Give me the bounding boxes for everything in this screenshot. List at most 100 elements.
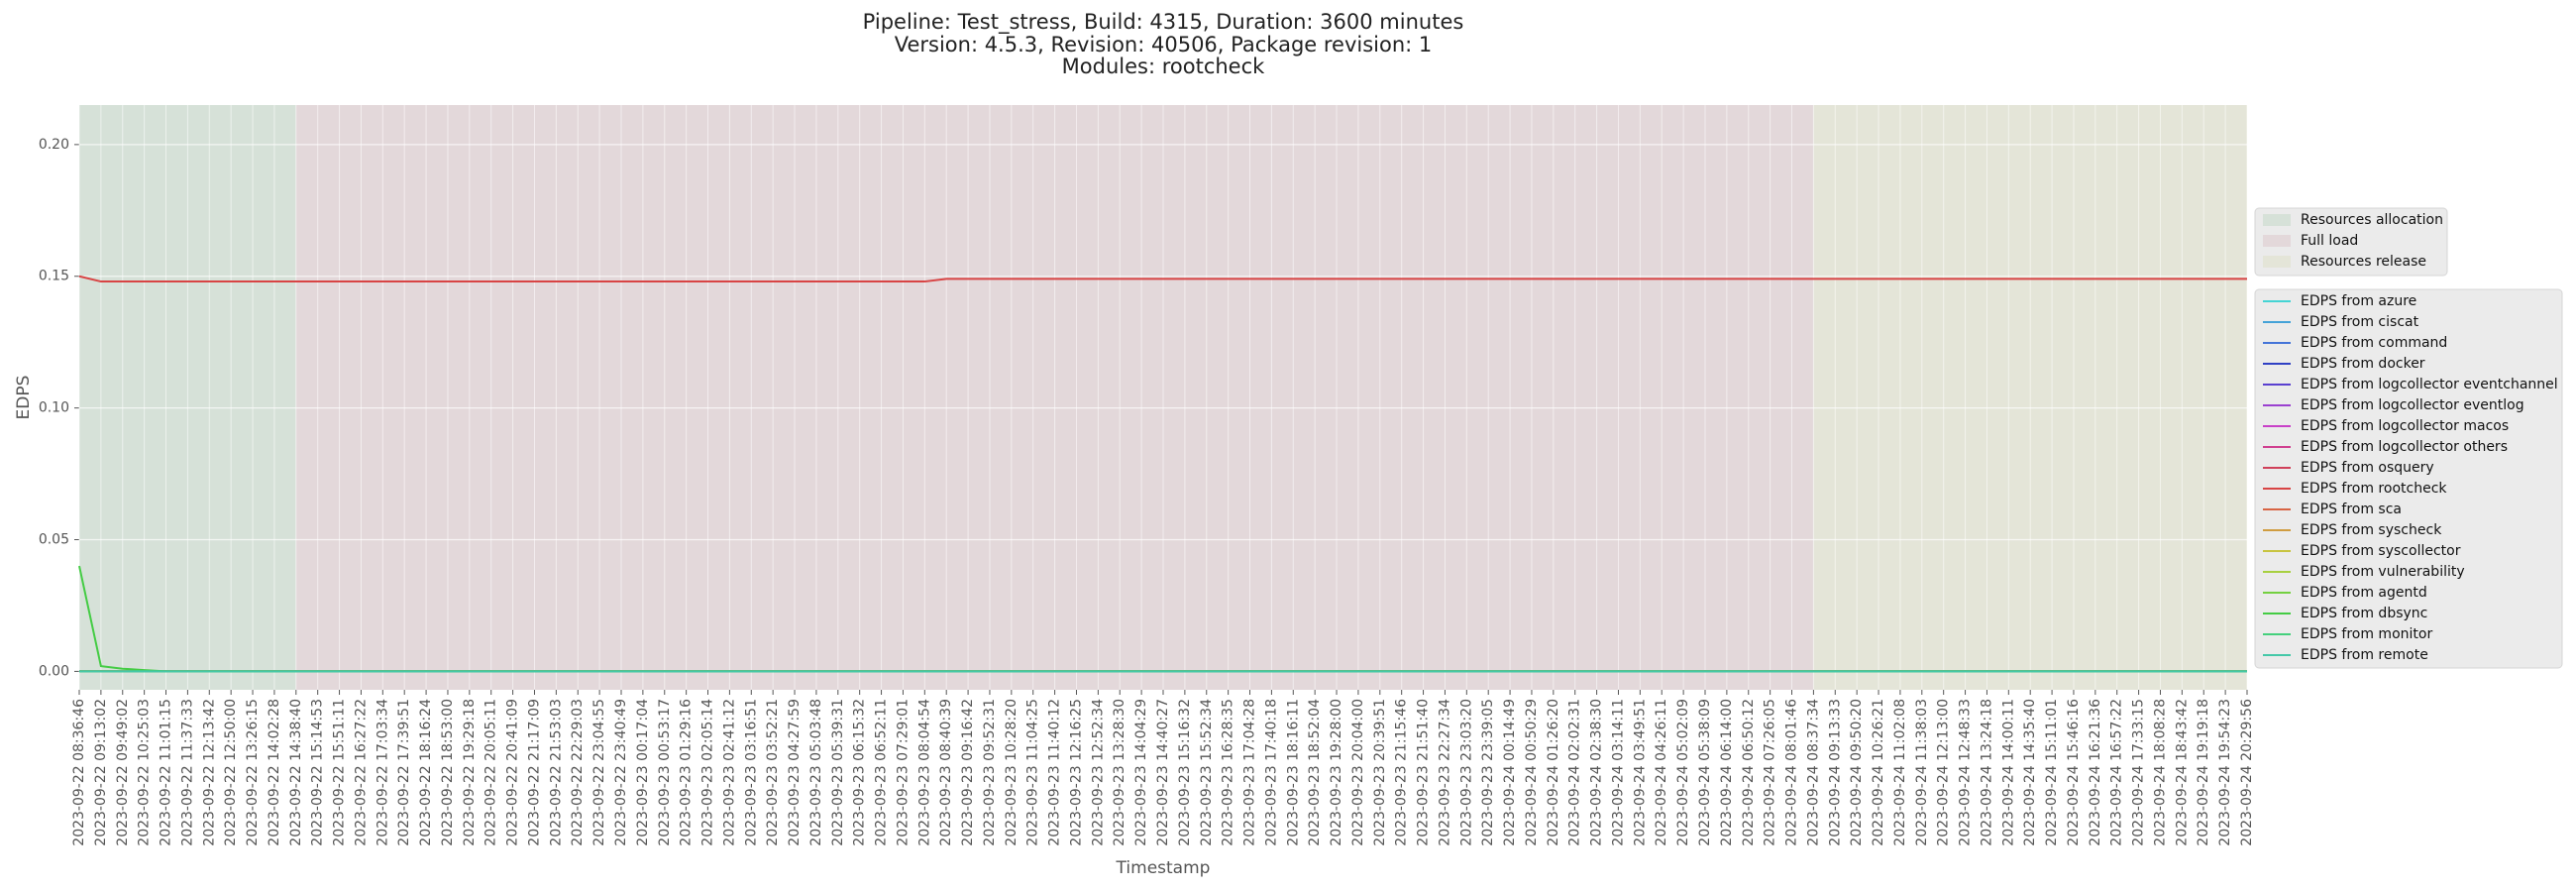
y-tick-label: 0.20 [39,137,69,153]
x-tick-label: 2023-09-23 17:04:28 [1242,699,1258,846]
legend-label: EDPS from rootcheck [2301,481,2447,497]
x-tick-label: 2023-09-24 05:38:09 [1697,699,1713,846]
x-tick-label: 2023-09-24 08:01:46 [1784,699,1800,846]
x-tick-label: 2023-09-23 03:52:21 [765,699,781,846]
x-tick-label: 2023-09-23 18:16:11 [1285,699,1301,846]
chart-title: Version: 4.5.3, Revision: 40506, Package… [895,33,1433,56]
x-tick-label: 2023-09-23 08:04:54 [916,699,932,846]
y-tick-label: 0.00 [39,663,69,679]
x-tick-label: 2023-09-24 15:46:16 [2066,699,2082,846]
x-tick-label: 2023-09-24 19:54:23 [2217,699,2233,846]
y-tick-label: 0.15 [39,269,69,284]
x-tick-label: 2023-09-22 13:26:15 [245,699,261,846]
x-tick-label: 2023-09-23 14:40:27 [1155,699,1171,846]
x-tick-label: 2023-09-24 09:50:20 [1849,699,1865,846]
chart-title: Pipeline: Test_stress, Build: 4315, Dura… [863,10,1464,35]
legend-label: EDPS from syscheck [2301,522,2442,538]
y-tick-label: 0.05 [39,532,69,548]
legend-label: EDPS from vulnerability [2301,564,2465,580]
x-tick-label: 2023-09-23 17:40:18 [1263,699,1279,846]
x-tick-label: 2023-09-24 06:14:00 [1719,699,1735,846]
x-tick-label: 2023-09-24 10:26:21 [1871,699,1886,846]
x-tick-label: 2023-09-23 22:27:34 [1437,699,1452,846]
x-tick-label: 2023-09-23 15:16:32 [1177,699,1193,846]
x-tick-label: 2023-09-24 18:08:28 [2152,699,2168,846]
y-tick-label: 0.10 [39,400,69,416]
x-tick-label: 2023-09-24 04:26:11 [1654,699,1669,846]
x-tick-label: 2023-09-22 18:53:00 [440,699,456,846]
x-tick-label: 2023-09-22 15:14:53 [310,699,326,846]
x-tick-label: 2023-09-22 10:25:03 [137,699,153,846]
x-tick-label: 2023-09-23 19:28:00 [1329,699,1344,846]
legend-box [2254,288,2563,669]
x-tick-label: 2023-09-23 14:04:29 [1133,699,1149,846]
x-tick-label: 2023-09-24 09:13:33 [1827,699,1843,846]
legend-swatch [2263,256,2291,268]
x-tick-label: 2023-09-23 01:29:16 [679,699,695,846]
x-axis-label: Timestamp [1116,858,1211,878]
x-tick-label: 2023-09-23 10:28:20 [1004,699,1020,846]
x-tick-label: 2023-09-22 23:40:49 [613,699,629,846]
x-tick-label: 2023-09-23 12:16:25 [1068,699,1084,846]
legend-label: EDPS from agentd [2301,585,2427,601]
x-tick-label: 2023-09-24 03:49:51 [1632,699,1648,846]
legend-label: Full load [2301,233,2358,249]
x-tick-label: 2023-09-24 11:02:08 [1892,699,1908,846]
x-tick-label: 2023-09-24 20:29:56 [2239,699,2255,846]
x-tick-label: 2023-09-22 23:04:55 [591,699,607,846]
x-tick-label: 2023-09-23 00:17:04 [635,699,651,846]
legend-label: EDPS from sca [2301,502,2402,517]
x-tick-label: 2023-09-23 03:16:51 [743,699,759,846]
x-tick-label: 2023-09-23 20:04:00 [1350,699,1366,846]
x-tick-label: 2023-09-23 04:27:59 [787,699,803,846]
x-tick-label: 2023-09-23 12:52:34 [1090,699,1106,846]
x-tick-label: 2023-09-23 21:15:46 [1394,699,1410,846]
x-tick-label: 2023-09-24 03:14:11 [1610,699,1626,846]
x-tick-label: 2023-09-22 17:39:51 [396,699,412,846]
x-tick-label: 2023-09-22 16:27:22 [353,699,369,846]
legend-label: EDPS from logcollector eventchannel [2301,377,2558,392]
x-tick-label: 2023-09-23 16:28:35 [1221,699,1236,846]
x-tick-label: 2023-09-22 11:01:15 [159,699,174,846]
legend-label: EDPS from syscollector [2301,543,2461,559]
x-tick-label: 2023-09-23 15:52:34 [1199,699,1215,846]
x-tick-label: 2023-09-23 05:39:31 [830,699,846,846]
x-tick-label: 2023-09-24 15:11:01 [2044,699,2060,846]
x-tick-label: 2023-09-23 02:41:12 [721,699,737,846]
legend-label: EDPS from azure [2301,293,2416,309]
x-tick-label: 2023-09-22 20:41:09 [505,699,521,846]
x-tick-label: 2023-09-22 21:53:03 [548,699,564,846]
legend-label: EDPS from docker [2301,356,2425,372]
series-line [78,275,2247,283]
x-tick-label: 2023-09-22 11:37:33 [179,699,195,846]
x-tick-label: 2023-09-24 05:02:09 [1675,699,1691,846]
x-tick-label: 2023-09-24 12:48:33 [1958,699,1974,846]
x-tick-label: 2023-09-24 07:26:05 [1763,699,1778,846]
legend-label: Resources allocation [2301,212,2443,228]
legend-label: Resources release [2301,254,2426,270]
x-tick-label: 2023-09-24 11:38:03 [1914,699,1930,846]
x-tick-label: 2023-09-22 22:29:03 [570,699,586,846]
x-tick-label: 2023-09-23 13:28:30 [1112,699,1127,846]
x-tick-label: 2023-09-22 08:36:46 [71,699,87,846]
chart-title: Modules: rootcheck [1062,55,1265,78]
x-tick-label: 2023-09-23 23:03:20 [1458,699,1474,846]
x-tick-label: 2023-09-22 21:17:09 [526,699,542,846]
x-tick-label: 2023-09-22 17:03:34 [375,699,390,846]
x-tick-label: 2023-09-22 20:05:11 [483,699,499,846]
x-tick-label: 2023-09-23 05:03:48 [808,699,824,846]
x-tick-label: 2023-09-22 15:51:11 [332,699,348,846]
x-tick-label: 2023-09-23 20:39:51 [1372,699,1388,846]
legend-label: EDPS from logcollector others [2301,439,2508,455]
legend-label: EDPS from osquery [2301,460,2434,476]
x-tick-label: 2023-09-24 00:50:29 [1524,699,1540,846]
x-tick-label: 2023-09-24 08:37:34 [1805,699,1821,846]
x-tick-label: 2023-09-23 00:53:17 [657,699,673,846]
x-tick-label: 2023-09-23 08:40:39 [938,699,954,846]
x-tick-label: 2023-09-24 06:50:12 [1741,699,1757,846]
x-tick-label: 2023-09-23 18:52:04 [1307,699,1323,846]
x-tick-label: 2023-09-24 00:14:49 [1502,699,1518,846]
x-tick-label: 2023-09-23 23:39:05 [1480,699,1496,846]
